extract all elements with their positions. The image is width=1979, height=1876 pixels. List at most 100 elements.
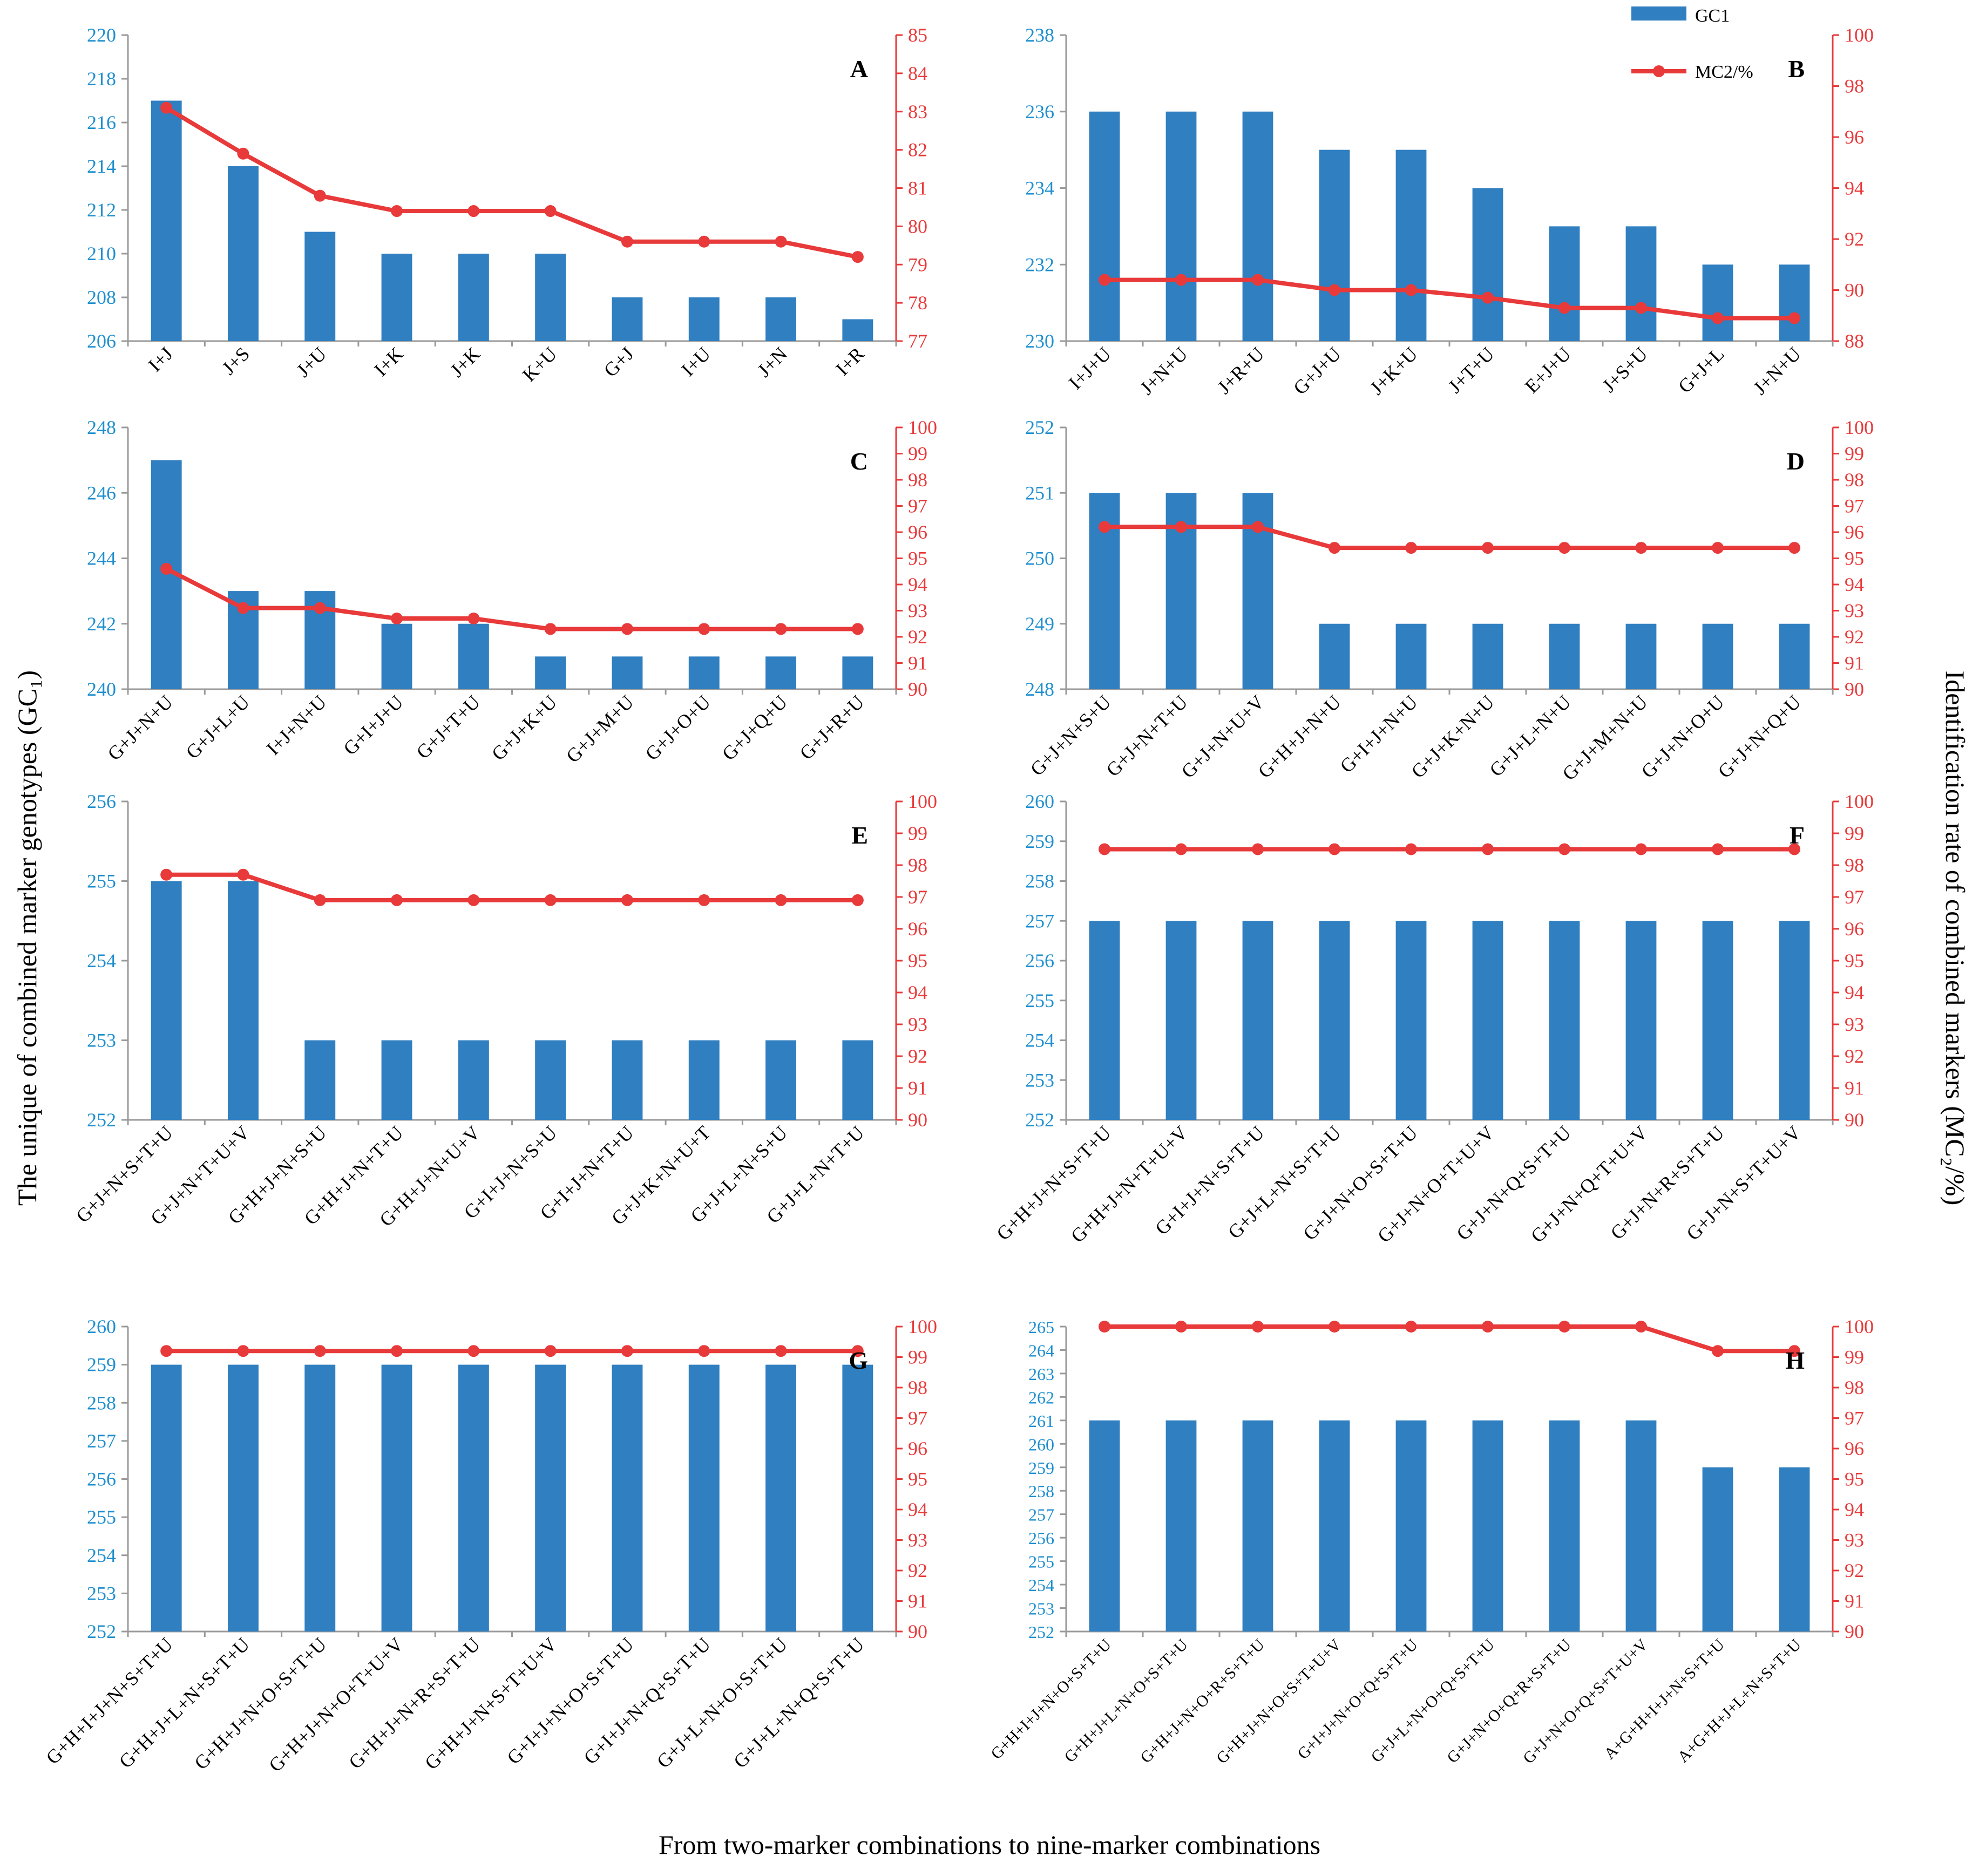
category-label: G+J+M+U xyxy=(562,691,638,767)
right-tick-label: 98 xyxy=(908,1377,927,1398)
left-tick-label: 210 xyxy=(87,243,116,264)
right-tick-label: 99 xyxy=(1845,823,1864,844)
left-tick-label: 248 xyxy=(87,417,116,438)
category-label: G+H+J+N+U xyxy=(1254,691,1345,782)
category-label: G+H+I+J+N+S+T+U xyxy=(42,1633,177,1768)
right-tick-label: 100 xyxy=(1845,417,1874,438)
panel-letter: D xyxy=(1787,447,1805,475)
left-tick-label: 261 xyxy=(1028,1411,1054,1431)
bar-gc1 xyxy=(535,1040,566,1120)
point-mc2 xyxy=(1252,521,1264,533)
left-tick-label: 206 xyxy=(87,330,116,352)
bar-gc1 xyxy=(535,254,566,341)
bar-gc1 xyxy=(535,1364,566,1632)
right-tick-label: 97 xyxy=(908,495,927,517)
category-label: G+I+J+N+Q+S+T+U xyxy=(580,1633,715,1768)
point-mc2 xyxy=(467,205,480,217)
right-tick-label: 94 xyxy=(1845,1499,1864,1520)
left-tick-label: 212 xyxy=(87,199,116,221)
left-tick-label: 244 xyxy=(87,548,116,569)
category-label: G+H+J+L+N+O+S+T+U xyxy=(1061,1635,1191,1766)
bar-gc1 xyxy=(304,232,336,341)
category-label: J+U xyxy=(292,343,330,381)
right-tick-label: 98 xyxy=(908,469,927,491)
category-label: G+I+J+N+U xyxy=(1336,691,1421,777)
point-mc2 xyxy=(1482,291,1494,304)
left-tick-label: 254 xyxy=(87,950,116,971)
left-tick-label: 263 xyxy=(1028,1364,1054,1384)
panel-letter: G xyxy=(849,1347,868,1374)
category-label: J+K xyxy=(446,343,484,381)
left-tick-label: 208 xyxy=(87,287,116,308)
bar-gc1 xyxy=(304,1040,336,1120)
right-tick-label: 99 xyxy=(908,443,927,465)
line-mc2 xyxy=(165,567,858,631)
point-mc2 xyxy=(391,1345,403,1357)
right-tick-label: 100 xyxy=(1845,791,1874,812)
right-tick-label: 93 xyxy=(908,1014,927,1035)
point-mc2 xyxy=(1788,312,1800,324)
bar-gc1 xyxy=(765,656,797,689)
category-label: G+H+J+N+O+S+T+U+V xyxy=(1213,1635,1345,1767)
bar-gc1 xyxy=(458,254,489,341)
bar-gc1 xyxy=(1702,921,1733,1120)
bar-gc1 xyxy=(381,1040,412,1120)
bar-gc1 xyxy=(612,656,643,689)
left-tick-label: 252 xyxy=(1025,417,1054,438)
right-tick-label: 92 xyxy=(1845,228,1864,250)
point-mc2 xyxy=(160,1345,173,1357)
category-label: G+J xyxy=(600,343,638,381)
bar-gc1 xyxy=(1165,1420,1197,1632)
bar-gc1 xyxy=(612,1040,643,1120)
category-label: G+H+J+N+O+R+S+T+U xyxy=(1137,1635,1268,1766)
point-mc2 xyxy=(544,1345,557,1357)
bar-gc1 xyxy=(1089,111,1120,341)
right-tick-label: 93 xyxy=(908,600,927,622)
bar-gc1 xyxy=(842,319,873,341)
left-tick-label: 248 xyxy=(1025,678,1054,700)
bar-gc1 xyxy=(1319,623,1350,689)
chart-panel-d: 248 249 250 251 252 90 91 92 93 94 95 96 97 98 99 100 G+… xyxy=(1025,417,1874,785)
point-mc2 xyxy=(1712,843,1724,855)
panel-letter: A xyxy=(850,55,868,83)
left-tick-label: 255 xyxy=(87,871,116,892)
left-tick-label: 254 xyxy=(1028,1575,1054,1595)
panel-letter: H xyxy=(1785,1347,1805,1374)
point-mc2 xyxy=(314,189,326,202)
category-label: K+U xyxy=(518,343,561,385)
right-tick-label: 93 xyxy=(908,1530,927,1551)
right-tick-label: 93 xyxy=(1845,600,1864,622)
point-mc2 xyxy=(160,101,173,114)
left-tick-label: 253 xyxy=(1028,1599,1054,1619)
bar-gc1 xyxy=(1395,921,1427,1120)
point-mc2 xyxy=(1712,542,1724,554)
bar-gc1 xyxy=(1165,921,1197,1120)
bar-gc1 xyxy=(1625,623,1657,689)
right-tick-label: 100 xyxy=(1845,24,1874,46)
bar-gc1 xyxy=(842,1040,873,1120)
point-mc2 xyxy=(314,602,326,614)
bar-gc1 xyxy=(1395,1420,1427,1632)
bar-gc1 xyxy=(1472,1420,1503,1632)
point-mc2 xyxy=(1175,1321,1187,1333)
point-mc2 xyxy=(1175,274,1187,286)
point-mc2 xyxy=(1252,274,1264,286)
left-tick-label: 258 xyxy=(1025,871,1054,892)
category-label: J+K+U xyxy=(1366,343,1422,399)
left-tick-label: 256 xyxy=(1025,950,1054,971)
category-label: J+S xyxy=(218,343,254,379)
category-label: G+I+J+U xyxy=(339,691,408,759)
left-tick-label: 257 xyxy=(1025,910,1054,932)
point-mc2 xyxy=(467,613,480,625)
bar-gc1 xyxy=(1702,1467,1733,1632)
panel-letter: F xyxy=(1790,821,1805,849)
bar-gc1 xyxy=(1549,1420,1580,1632)
category-label: A+G+H+J+L+N+S+T+U xyxy=(1674,1635,1805,1766)
category-label: G+J+L+N+O+S+T+U xyxy=(653,1633,791,1772)
category-label: G+J+Q+U xyxy=(718,691,791,764)
category-label: J+N+U xyxy=(1749,343,1805,399)
bar-gc1 xyxy=(381,1364,412,1632)
point-mc2 xyxy=(467,894,480,906)
point-mc2 xyxy=(621,894,633,906)
right-tick-label: 90 xyxy=(908,678,927,700)
